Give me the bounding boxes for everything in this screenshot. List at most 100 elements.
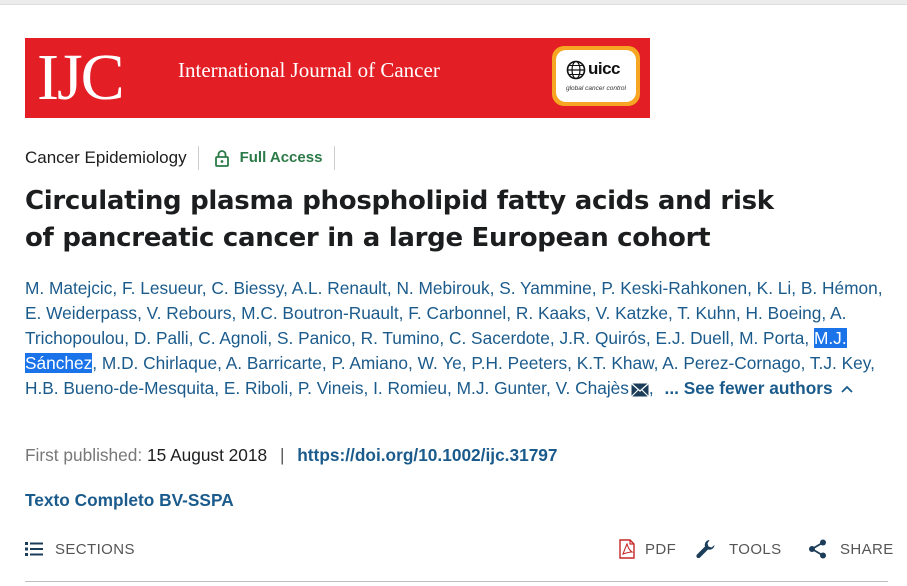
top-border bbox=[0, 0, 907, 5]
author-link[interactable]: S. Yammine bbox=[499, 278, 592, 298]
author-link[interactable]: M.D. Chirlaque bbox=[101, 353, 218, 373]
fulltext-link[interactable]: Texto Completo BV-SSPA bbox=[25, 490, 234, 510]
journal-banner[interactable]: IJC International Journal of Cancer uicc… bbox=[25, 38, 650, 118]
pdf-label: PDF bbox=[645, 540, 677, 558]
author-separator: , bbox=[350, 328, 361, 348]
author-separator: , bbox=[870, 353, 875, 373]
author-link[interactable]: P. Vineis bbox=[297, 378, 364, 398]
author-link[interactable]: F. Carbonnel bbox=[408, 303, 507, 323]
author-separator: , bbox=[821, 303, 831, 323]
author-link[interactable]: I. Romieu bbox=[373, 378, 448, 398]
article-title: Circulating plasma phospholipid fatty ac… bbox=[25, 186, 774, 253]
author-link[interactable]: V. Rebours bbox=[146, 303, 232, 323]
envelope-icon[interactable] bbox=[630, 383, 649, 397]
author-link[interactable]: E.J. Duell bbox=[655, 328, 730, 348]
pdf-icon bbox=[619, 539, 635, 559]
author-link[interactable]: K.T. Khaw bbox=[576, 353, 654, 373]
globe-icon bbox=[566, 60, 586, 80]
share-label: SHARE bbox=[840, 540, 894, 558]
author-link[interactable]: A. Perez-Cornago bbox=[662, 353, 801, 373]
author-link[interactable]: T. Kuhn bbox=[677, 303, 736, 323]
access-label: Full Access bbox=[239, 149, 323, 166]
published-label: First published: bbox=[25, 445, 143, 465]
author-separator: , bbox=[363, 378, 374, 398]
author-separator: , bbox=[288, 378, 298, 398]
author-link[interactable]: R. Kaaks bbox=[515, 303, 586, 323]
toolbar-divider bbox=[25, 581, 888, 582]
author-link[interactable]: F. Lesueur bbox=[122, 278, 202, 298]
author-link[interactable]: B. Hémon bbox=[800, 278, 878, 298]
author-link[interactable]: H.B. Bueno-de-Mesquita bbox=[25, 378, 215, 398]
author-link[interactable]: N. Mebirouk bbox=[396, 278, 490, 298]
author-separator: , bbox=[804, 328, 814, 348]
share-button[interactable]: SHARE bbox=[808, 535, 894, 563]
author-list: M. Matejcic, F. Lesueur, C. Biessy, A.L.… bbox=[25, 276, 895, 401]
author-link[interactable]: E. Riboli bbox=[223, 378, 289, 398]
author-link[interactable]: V. Katzke bbox=[595, 303, 668, 323]
author-link[interactable]: R. Tumino bbox=[360, 328, 440, 348]
journal-name: International Journal of Cancer bbox=[178, 58, 440, 82]
sections-button[interactable]: SECTIONS bbox=[25, 535, 135, 563]
author-link[interactable]: C. Biessy bbox=[211, 278, 284, 298]
author-link[interactable]: P. Keski-Rahkonen bbox=[601, 278, 748, 298]
author-separator: , bbox=[231, 303, 242, 323]
see-fewer-authors-button[interactable]: ... See fewer authors bbox=[664, 378, 833, 398]
author-link[interactable]: A.L. Renault bbox=[291, 278, 387, 298]
author-separator: , bbox=[735, 303, 746, 323]
author-separator: , bbox=[267, 328, 278, 348]
author-link[interactable]: P.H. Peeters bbox=[471, 353, 568, 373]
access-badge: Full Access bbox=[199, 146, 336, 170]
author-separator: , bbox=[791, 278, 801, 298]
author-link[interactable]: A. Barricarte bbox=[225, 353, 322, 373]
list-icon bbox=[25, 542, 43, 556]
author-separator: , bbox=[112, 278, 122, 298]
author-separator: , bbox=[386, 278, 397, 298]
uicc-text: uicc bbox=[588, 59, 621, 78]
author-separator: , bbox=[92, 353, 102, 373]
pdf-button[interactable]: PDF bbox=[619, 535, 676, 563]
author-link[interactable]: T.J. Key bbox=[809, 353, 871, 373]
author-separator: , bbox=[591, 278, 602, 298]
tools-label: TOOLS bbox=[729, 540, 782, 558]
author-link[interactable]: J.R. Quirós bbox=[559, 328, 646, 348]
author-separator: , bbox=[201, 278, 212, 298]
author-separator: , bbox=[586, 303, 596, 323]
author-separator: , bbox=[877, 278, 883, 298]
wrench-icon bbox=[696, 540, 715, 559]
author-link[interactable]: K. Li bbox=[756, 278, 792, 298]
author-link[interactable]: S. Panico bbox=[277, 328, 351, 348]
author-link[interactable]: P. Amiano bbox=[331, 353, 408, 373]
author-link[interactable]: M.C. Boutron-Ruault bbox=[241, 303, 399, 323]
author-separator: , bbox=[545, 378, 556, 398]
author-separator: , bbox=[188, 328, 199, 348]
author-separator: , bbox=[321, 353, 332, 373]
author-separator: , bbox=[214, 378, 224, 398]
author-link[interactable]: D. Palli bbox=[133, 328, 189, 348]
author-separator: , bbox=[283, 278, 292, 298]
author-separator: , bbox=[447, 378, 457, 398]
author-link[interactable]: M. Matejcic bbox=[25, 278, 113, 298]
chevron-up-icon[interactable] bbox=[840, 385, 853, 393]
author-link[interactable]: E. Weiderpass bbox=[25, 303, 138, 323]
author-link[interactable]: C. Sacerdote bbox=[448, 328, 550, 348]
author-link[interactable]: V. Chajès bbox=[555, 378, 629, 398]
author-link[interactable]: H. Boeing bbox=[745, 303, 822, 323]
author-separator: , bbox=[398, 303, 409, 323]
author-link[interactable]: M.J. Gunter bbox=[456, 378, 546, 398]
author-link[interactable]: A. Trichopoulou bbox=[25, 303, 847, 348]
author-link[interactable]: M. Porta bbox=[739, 328, 805, 348]
author-link[interactable]: C. Agnoli bbox=[198, 328, 268, 348]
author-separator: , bbox=[137, 303, 147, 323]
author-separator: , bbox=[549, 328, 560, 348]
author-link[interactable]: W. Ye bbox=[417, 353, 462, 373]
uicc-subtitle: global cancer control bbox=[566, 85, 626, 92]
journal-logo-text: IJC bbox=[37, 41, 125, 114]
tools-button[interactable]: TOOLS bbox=[695, 535, 782, 563]
uicc-logo: uicc global cancer control bbox=[552, 46, 640, 106]
author-separator: , bbox=[747, 278, 757, 298]
author-separator: , bbox=[217, 353, 226, 373]
doi-link[interactable]: https://doi.org/10.1002/ijc.31797 bbox=[297, 445, 558, 465]
author-separator: , bbox=[567, 353, 577, 373]
author-separator: , bbox=[729, 328, 740, 348]
article-category[interactable]: Cancer Epidemiology bbox=[25, 146, 199, 170]
